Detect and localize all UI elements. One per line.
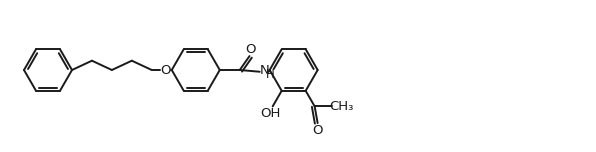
Text: O: O — [160, 64, 171, 76]
Text: CH₃: CH₃ — [330, 100, 354, 113]
Text: N: N — [260, 64, 269, 77]
Text: OH: OH — [260, 107, 281, 120]
Text: O: O — [312, 124, 323, 137]
Text: O: O — [246, 43, 256, 56]
Text: H: H — [266, 68, 275, 81]
